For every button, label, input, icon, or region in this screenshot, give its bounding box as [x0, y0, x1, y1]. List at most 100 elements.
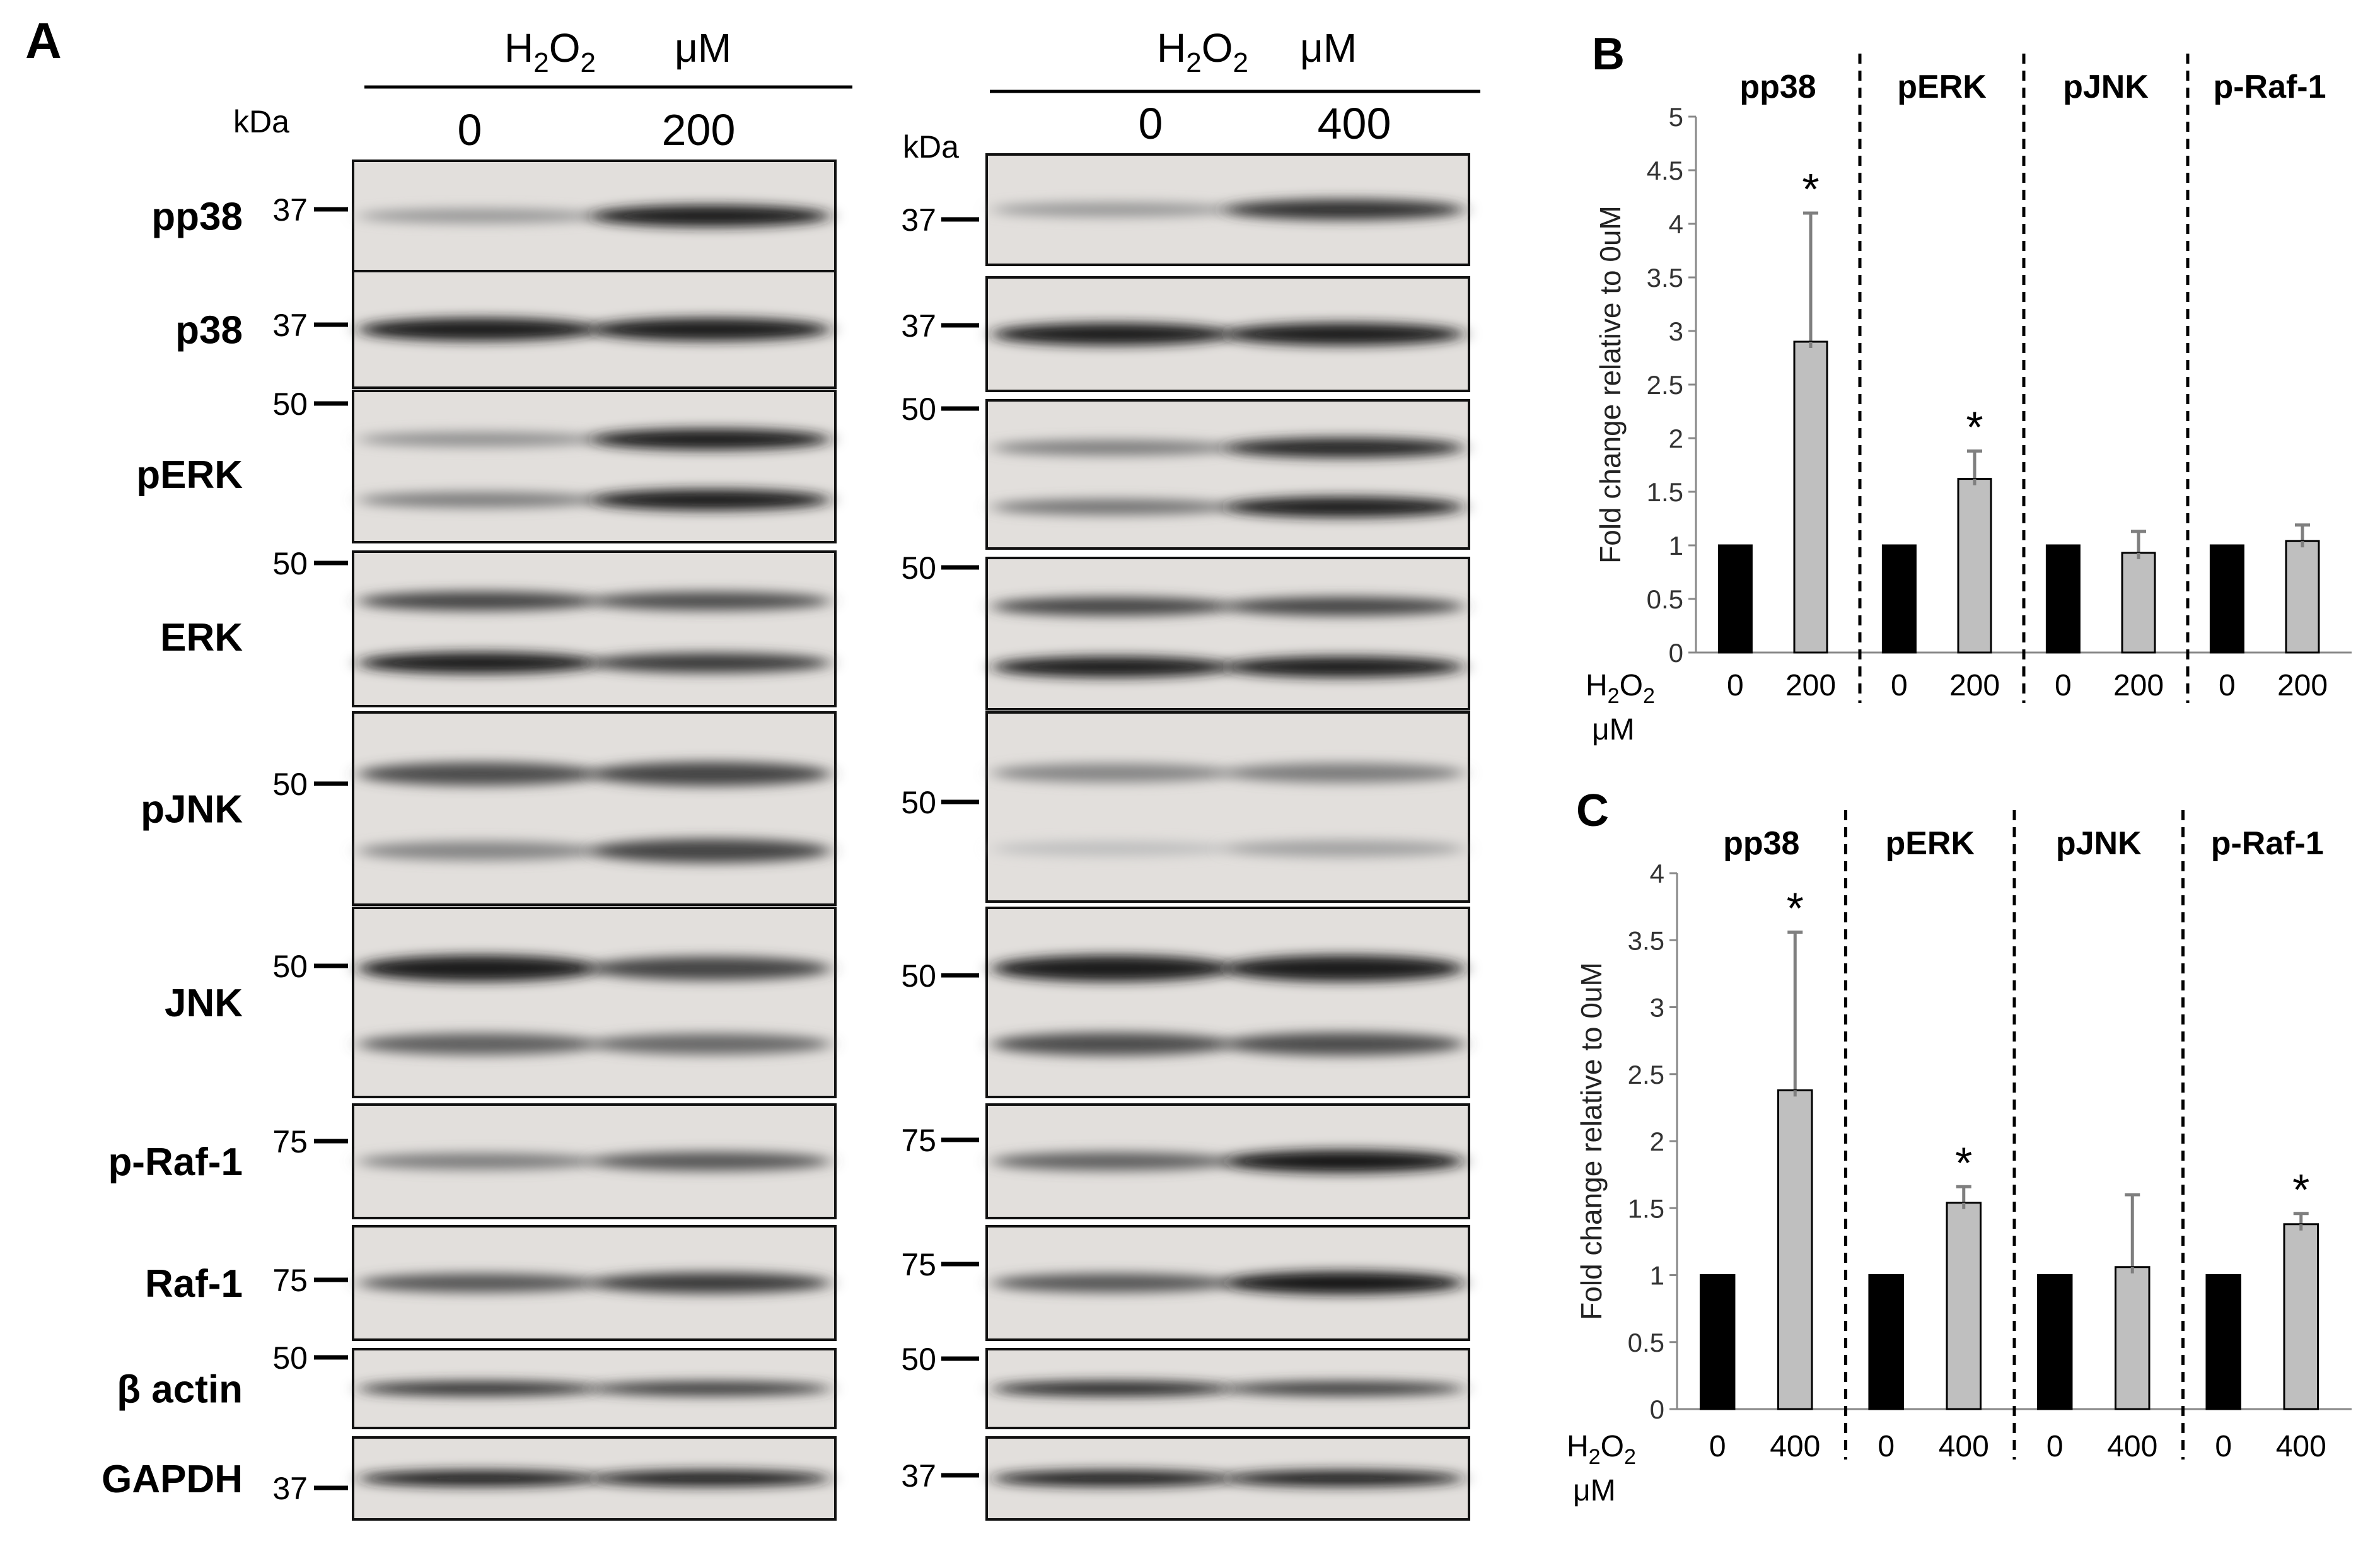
- marker-label: 50: [272, 386, 308, 422]
- blot-row: 75 Raf-1: [145, 1225, 837, 1341]
- x-tick-label: 200: [1785, 669, 1836, 702]
- marker-label: 50: [901, 785, 936, 820]
- blot-band: [589, 1381, 831, 1396]
- blot-band: [357, 208, 600, 224]
- group-label: pp38: [1739, 69, 1816, 105]
- marker-label: 50: [272, 546, 308, 581]
- chart-b: 0 0.5 1 1.5 2 2.5 3 3.5 4 4.5 5 Fold change relativ…: [1586, 54, 2352, 746]
- blot-band: [991, 439, 1233, 456]
- marker-label: 75: [272, 1263, 308, 1298]
- blot-row: 50: [901, 907, 1470, 1098]
- blot-right-unit: μM: [1300, 25, 1357, 71]
- blot-band: [357, 1152, 600, 1170]
- blot-membrane: [352, 390, 837, 543]
- y-tick-label: 2: [1650, 1127, 1664, 1156]
- x-axis-sub: 2: [1608, 684, 1620, 708]
- protein-label: β actin: [117, 1368, 243, 1412]
- marker-label: 50: [901, 392, 936, 427]
- y-tick-label: 0: [1669, 638, 1683, 668]
- blot-membrane: [985, 711, 1470, 903]
- blot-band: [1222, 1381, 1465, 1396]
- blot-row: 37 p38: [175, 270, 837, 389]
- blot-band: [589, 762, 831, 786]
- x-axis-label: H2O2: [1567, 1430, 1636, 1469]
- protein-label: Raf-1: [145, 1262, 243, 1306]
- blot-band: [357, 955, 600, 982]
- blot-row: 50: [901, 711, 1470, 903]
- marker-label: 37: [272, 1471, 308, 1506]
- blot-band: [357, 432, 600, 447]
- blot-right-lane-1: 400: [1318, 99, 1391, 148]
- blot-right-kda: kDa: [903, 129, 959, 165]
- blot-band: [589, 428, 831, 450]
- blot-band: [357, 1273, 600, 1293]
- h2o2-o-right: O: [1202, 25, 1233, 71]
- protein-label: pERK: [136, 453, 243, 497]
- blot-membrane: [985, 907, 1470, 1098]
- blot-band: [991, 596, 1233, 616]
- bar: [2045, 544, 2081, 654]
- h2o2-h-right: H: [1157, 25, 1186, 71]
- blot-band: [1222, 656, 1465, 678]
- blot-band: [991, 841, 1233, 856]
- protein-label: JNK: [165, 982, 243, 1025]
- x-axis-label: H2O2: [1586, 669, 1655, 708]
- group-label: pERK: [1897, 69, 1987, 105]
- x-tick-label: 200: [1949, 669, 2000, 702]
- blot-row: 37: [901, 1436, 1470, 1521]
- blot-row: 75: [901, 1103, 1470, 1219]
- blot-membrane: [985, 399, 1470, 550]
- marker-label: 50: [901, 958, 936, 994]
- y-tick-label: 0.5: [1628, 1328, 1664, 1357]
- significance-mark: *: [2292, 1165, 2309, 1214]
- h2o2-sub-right: 2: [1186, 47, 1201, 78]
- x-axis-o: O: [1601, 1430, 1624, 1463]
- group-label: pJNK: [2063, 69, 2149, 105]
- blot-band: [991, 1152, 1233, 1171]
- blot-band: [991, 955, 1233, 982]
- protein-label: pp38: [151, 195, 243, 239]
- protein-label: GAPDH: [102, 1458, 243, 1501]
- blot-right-rows: 37 37 50 50 50 50 75 75 50 37: [901, 153, 1470, 1521]
- chart-c: 0 0.5 1 1.5 2 2.5 3 3.5 4 Fold change relative to…: [1567, 810, 2352, 1507]
- y-tick-label: 2.5: [1647, 370, 1683, 400]
- group-label: pERK: [1885, 825, 1975, 862]
- blot-band: [357, 591, 600, 611]
- bar: [1717, 544, 1753, 654]
- blot-left-kda: kDa: [233, 104, 289, 139]
- blot-band: [991, 763, 1233, 783]
- marker-label: 50: [272, 767, 308, 802]
- blot-left-header: H2O2 μM kDa 0 200: [233, 25, 852, 154]
- marker-label: 75: [901, 1123, 936, 1158]
- blot-band: [991, 1470, 1233, 1487]
- blot-band: [991, 323, 1233, 345]
- x-tick-label: 0: [1878, 1430, 1895, 1463]
- y-tick-label: 3.5: [1647, 263, 1683, 293]
- y-tick-label: 1.5: [1628, 1193, 1664, 1223]
- significance-mark: *: [1787, 884, 1804, 933]
- blot-left-rows: 37 pp38 37 p38 50 pERK 50 ERK 50 pJNK 50 JNK 75 p-Raf…: [102, 160, 837, 1521]
- blot-band: [1222, 1032, 1465, 1056]
- blot-band: [357, 1381, 600, 1396]
- group-label: pp38: [1723, 825, 1799, 862]
- h2o2-sub2: 2: [580, 47, 595, 78]
- protein-label: pJNK: [141, 788, 243, 832]
- blot-left: H2O2 μM kDa 0 200 37pp3837p3850pERK50ERK…: [102, 25, 852, 1521]
- x-tick-label: 400: [2276, 1430, 2326, 1463]
- y-axis-label: Fold change relative to 0uM: [1575, 962, 1608, 1320]
- blot-row: 50 ERK: [160, 546, 837, 707]
- y-tick-label: 1: [1669, 531, 1683, 560]
- blot-band: [357, 492, 600, 508]
- blot-band: [991, 1381, 1233, 1396]
- blot-row: 75 p-Raf-1: [108, 1103, 837, 1219]
- blot-membrane: [352, 907, 837, 1098]
- blot-band: [589, 489, 831, 511]
- blot-band: [1222, 438, 1465, 458]
- blot-band: [991, 202, 1233, 218]
- bar: [1957, 478, 1992, 654]
- blot-band: [589, 839, 831, 863]
- x-tick-label: 0: [1727, 669, 1744, 702]
- y-tick-label: 5: [1669, 102, 1683, 132]
